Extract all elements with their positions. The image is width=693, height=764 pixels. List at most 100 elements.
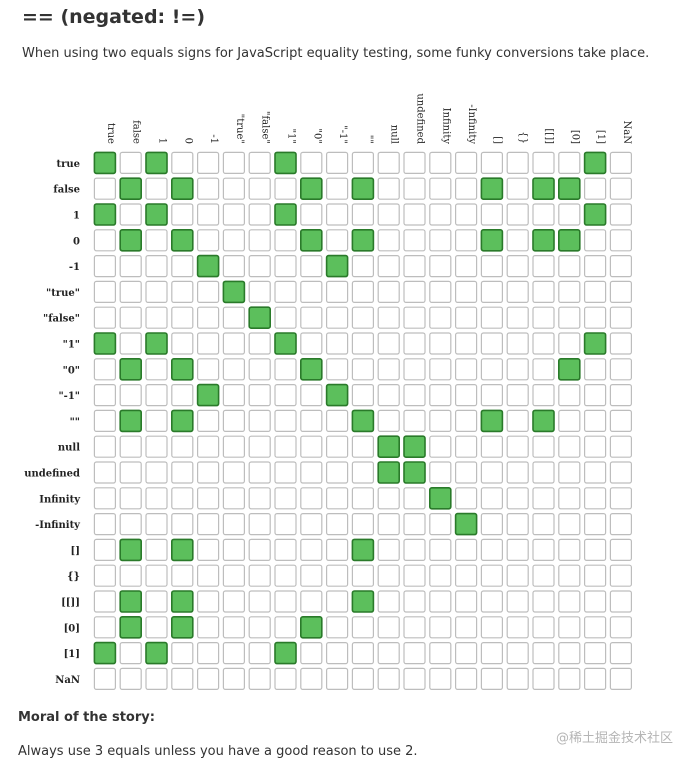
matrix-cell — [248, 332, 271, 355]
matrix-cell — [171, 667, 194, 691]
matrix-cell — [377, 487, 400, 510]
matrix-cell — [583, 151, 607, 175]
matrix-cell — [248, 384, 271, 407]
matrix-cell — [583, 409, 607, 432]
matrix-cell — [558, 255, 581, 278]
matrix-cell — [300, 590, 323, 613]
column-label-obj: {} — [518, 131, 529, 144]
matrix-cell — [403, 384, 426, 407]
matrix-cell — [532, 280, 555, 303]
moral-text: Always use 3 equals unless you have a go… — [18, 744, 418, 759]
matrix-cell — [119, 487, 142, 510]
matrix-cell — [119, 590, 142, 613]
matrix-cell — [429, 616, 452, 639]
row-label-undefined: undefined — [24, 469, 80, 480]
matrix-cell — [248, 435, 271, 458]
matrix-cell — [558, 435, 581, 458]
matrix-cell — [145, 538, 168, 562]
matrix-cell — [532, 358, 555, 381]
matrix-cell — [429, 255, 452, 278]
matrix-cell — [480, 384, 503, 407]
matrix-cell — [351, 461, 374, 484]
matrix-cell — [145, 667, 168, 691]
matrix-cell — [532, 203, 555, 226]
matrix-cell — [480, 641, 503, 665]
matrix-cell — [429, 435, 452, 458]
matrix-cell — [455, 667, 478, 691]
matrix-cell — [377, 435, 401, 459]
matrix-cell — [222, 177, 245, 200]
matrix-cell — [93, 487, 117, 510]
matrix-cell — [274, 306, 297, 329]
matrix-cell — [300, 512, 323, 536]
matrix-cell — [480, 435, 503, 458]
matrix-cell — [532, 306, 555, 329]
matrix-cell — [326, 461, 349, 484]
column-label-strnegneg1strneg: "-1" — [337, 125, 348, 144]
matrix-cell — [429, 151, 452, 174]
matrix-cell — [197, 409, 220, 432]
matrix-cell — [480, 151, 503, 174]
matrix-cell — [609, 461, 633, 484]
matrix-cell — [480, 280, 503, 303]
matrix-cell — [377, 358, 400, 381]
matrix-cell — [429, 641, 452, 665]
matrix-cell — [609, 616, 633, 639]
matrix-cell — [171, 615, 194, 639]
matrix-cell — [171, 280, 194, 303]
matrix-cell — [351, 306, 374, 329]
matrix-cell — [248, 306, 271, 330]
matrix-cell — [558, 461, 581, 484]
column-label-negInfinity: -Infinity — [466, 104, 477, 144]
matrix-cell — [326, 332, 349, 355]
matrix-cell — [248, 461, 271, 484]
matrix-cell — [532, 461, 555, 484]
matrix-cell — [532, 487, 555, 510]
matrix-cell — [532, 177, 555, 200]
matrix-cell — [326, 512, 349, 536]
row-label-1: 1 — [73, 211, 80, 222]
matrix-cell — [119, 203, 142, 226]
matrix-cell — [480, 616, 503, 639]
matrix-cell — [326, 538, 349, 562]
matrix-cell — [403, 151, 426, 174]
matrix-cell — [532, 564, 555, 587]
matrix-cell — [377, 384, 400, 407]
matrix-cell — [583, 435, 607, 458]
matrix-cell — [274, 435, 297, 458]
matrix-cell — [300, 667, 323, 691]
matrix-cell — [351, 151, 374, 174]
matrix-cell — [506, 229, 529, 252]
matrix-cell — [326, 229, 349, 252]
matrix-cell — [583, 255, 607, 278]
matrix-cell — [351, 358, 374, 381]
matrix-cell — [583, 616, 607, 639]
matrix-cell — [300, 538, 323, 562]
matrix-cell — [300, 461, 323, 484]
matrix-cell — [506, 384, 529, 407]
matrix-cell — [93, 177, 117, 200]
matrix-cell — [326, 435, 349, 458]
matrix-cell — [326, 151, 349, 174]
matrix-cell — [506, 512, 529, 536]
matrix-cell — [480, 461, 503, 484]
matrix-cell — [558, 487, 581, 510]
matrix-cell — [557, 357, 581, 381]
matrix-cell — [429, 538, 452, 562]
column-label-false: false — [131, 120, 142, 144]
matrix-cell — [326, 280, 349, 303]
matrix-cell — [480, 564, 503, 587]
matrix-cell — [93, 255, 117, 278]
matrix-cell — [506, 358, 529, 381]
matrix-cell — [558, 590, 581, 613]
matrix-cell — [119, 332, 142, 355]
matrix-cell — [351, 255, 374, 278]
matrix-cell — [609, 641, 633, 665]
matrix-cell — [583, 564, 607, 587]
matrix-cell — [506, 564, 529, 587]
matrix-cell — [145, 564, 168, 587]
matrix-cell — [583, 280, 607, 303]
matrix-cell — [145, 358, 168, 381]
matrix-cell — [377, 332, 400, 355]
column-label-1: 1 — [157, 138, 168, 144]
